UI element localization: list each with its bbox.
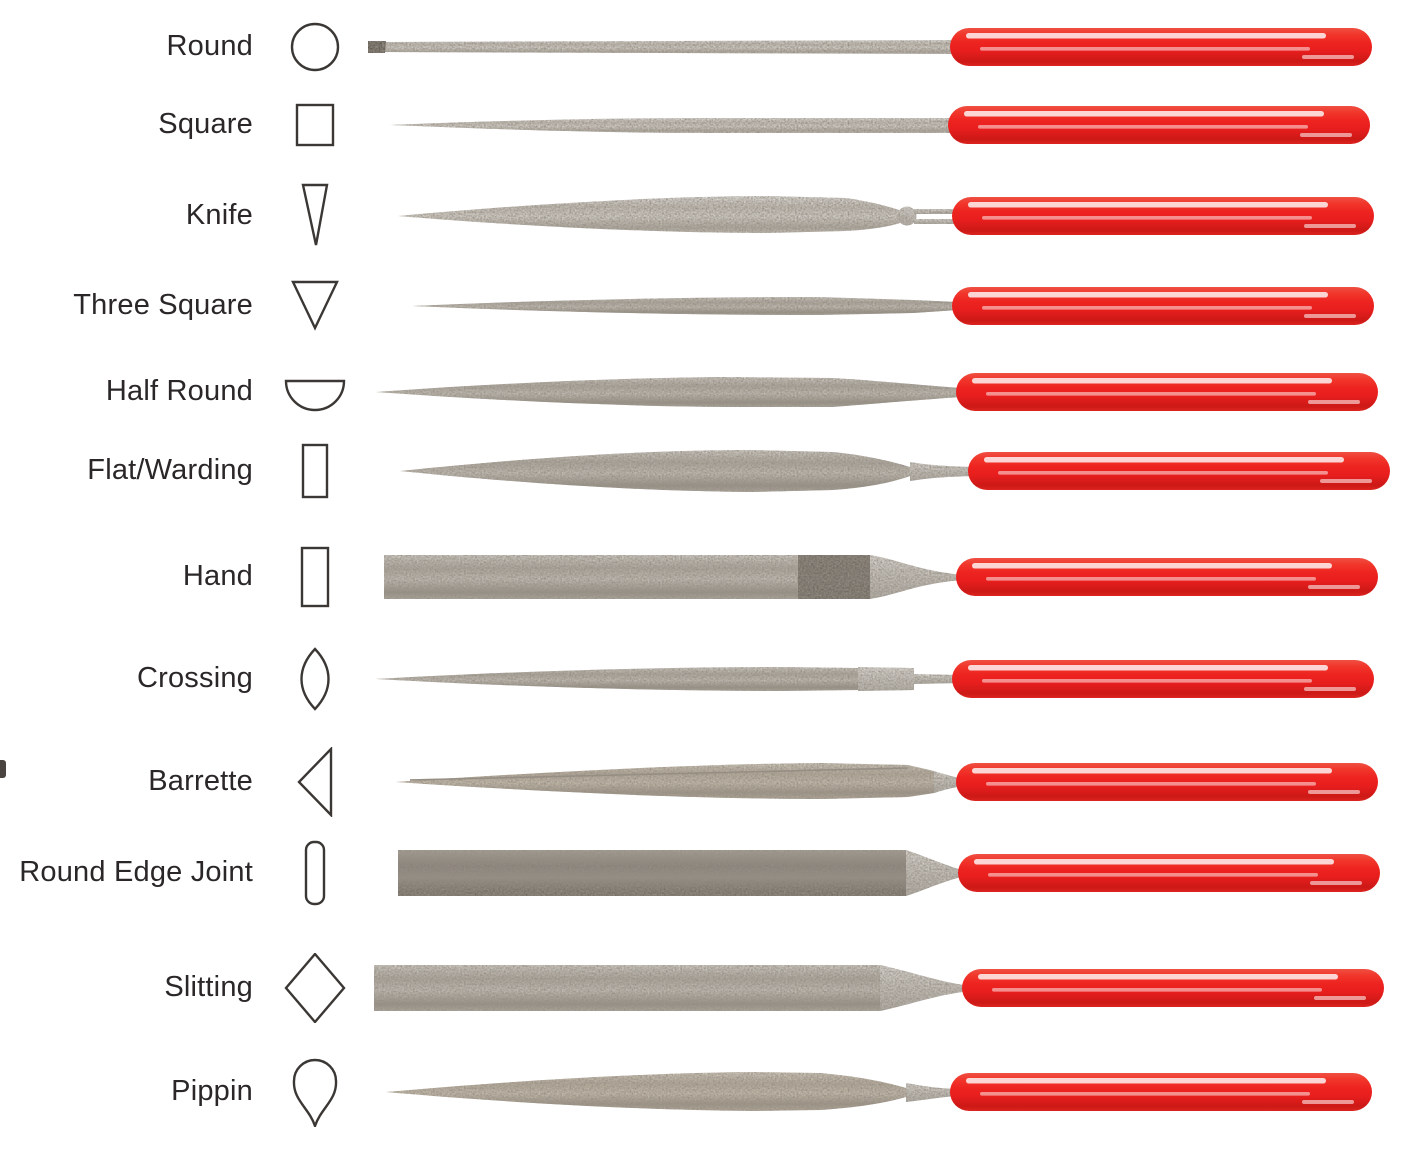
file-row-half-round: Half Round: [0, 355, 1419, 429]
file-handle: [958, 854, 1380, 892]
file-row-knife: Knife: [0, 179, 1419, 253]
cross-section-shape: [300, 546, 330, 608]
file-type-label: Square: [158, 108, 253, 141]
file-type-label: Round: [166, 30, 253, 63]
file-handle: [968, 452, 1390, 490]
needle-file-photo: [368, 269, 1418, 343]
file-type-label: Slitting: [164, 971, 253, 1004]
three-square-cross-section-icon: [278, 269, 352, 343]
file-type-label: Three Square: [73, 289, 253, 322]
needle-file-photo: [368, 355, 1418, 429]
file-row-round: Round: [0, 10, 1419, 84]
file-handle: [952, 287, 1374, 325]
cross-section-shape: [284, 379, 346, 412]
file-blade: [368, 40, 958, 54]
needle-file-graphic: [396, 763, 1378, 801]
file-type-label: Crossing: [136, 662, 253, 695]
file-type-label: Round Edge Joint: [19, 856, 253, 889]
file-blade: [376, 667, 960, 691]
file-handle: [948, 106, 1370, 144]
flat-warding-cross-section-icon: [278, 434, 352, 508]
needle-file-graphic: [368, 28, 1372, 66]
file-blade: [398, 850, 966, 896]
knife-cross-section-icon: [278, 179, 352, 253]
needle-file-graphic: [376, 373, 1378, 411]
needle-file-graphic: [374, 965, 1384, 1011]
needle-file-graphic: [400, 450, 1390, 492]
file-blade: [398, 196, 960, 233]
cross-section-shape: [300, 647, 330, 711]
file-handle: [952, 197, 1374, 235]
file-row-flat-warding: Flat/Warding: [0, 434, 1419, 508]
file-handle: [956, 558, 1378, 596]
cross-section-shape: [295, 103, 335, 147]
cross-section-shape: [292, 1058, 338, 1127]
file-type-label: Half Round: [105, 375, 253, 408]
cross-section-shape: [284, 953, 346, 1023]
barrette-cross-section-icon: [278, 745, 352, 819]
needle-file-graphic: [398, 196, 1374, 235]
cross-section-shape: [301, 183, 329, 246]
needle-file-graphic: [398, 850, 1380, 896]
file-handle: [950, 1073, 1372, 1111]
file-handle: [956, 763, 1378, 801]
needle-file-photo: [368, 836, 1418, 910]
file-type-label: Flat/Warding: [87, 454, 253, 487]
file-blade: [376, 377, 962, 407]
round-cross-section-icon: [278, 10, 352, 84]
needle-file-photo: [368, 540, 1418, 614]
file-row-hand: Hand: [0, 540, 1419, 614]
square-cross-section-icon: [278, 88, 352, 162]
round-edge-joint-cross-section-icon: [278, 836, 352, 910]
needle-file-graphic: [384, 555, 1378, 599]
needle-file-photo: [368, 179, 1418, 253]
file-blade: [384, 555, 962, 599]
needle-file-graphic: [386, 1072, 1372, 1111]
file-blade: [390, 118, 952, 133]
file-handle: [952, 660, 1374, 698]
needle-file-graphic: [376, 660, 1374, 698]
file-row-round-edge-joint: Round Edge Joint: [0, 836, 1419, 910]
file-type-label: Barrette: [148, 765, 253, 798]
file-handle: [950, 28, 1372, 66]
file-blade: [412, 297, 958, 315]
cross-section-shape: [301, 443, 329, 499]
needle-file-photo: [368, 1055, 1418, 1129]
cross-section-shape: [291, 280, 339, 331]
file-type-label: Hand: [182, 560, 253, 593]
half-round-cross-section-icon: [278, 355, 352, 429]
file-handle: [956, 373, 1378, 411]
file-blade: [386, 1072, 956, 1111]
crossing-cross-section-icon: [278, 642, 352, 716]
file-blade: [396, 763, 964, 799]
file-row-square: Square: [0, 88, 1419, 162]
cross-section-shape: [290, 22, 340, 72]
file-blade: [374, 965, 970, 1011]
needle-file-photo: [368, 745, 1418, 819]
needle-file-photo: [368, 951, 1418, 1025]
file-blade: [400, 450, 976, 492]
file-row-pippin: Pippin: [0, 1055, 1419, 1129]
needle-file-photo: [368, 434, 1418, 508]
file-row-three-square: Three Square: [0, 269, 1419, 343]
file-handle: [962, 969, 1384, 1007]
slitting-cross-section-icon: [278, 951, 352, 1025]
file-row-slitting: Slitting: [0, 951, 1419, 1025]
needle-file-photo: [368, 10, 1418, 84]
pippin-cross-section-icon: [278, 1055, 352, 1129]
hand-cross-section-icon: [278, 540, 352, 614]
needle-file-graphic: [412, 287, 1374, 325]
needle-file-graphic: [390, 106, 1370, 144]
needle-file-photo: [368, 642, 1418, 716]
cross-section-shape: [297, 747, 333, 817]
file-row-crossing: Crossing: [0, 642, 1419, 716]
cross-section-shape: [304, 840, 326, 906]
file-type-label: Pippin: [171, 1075, 253, 1108]
file-type-label: Knife: [185, 199, 253, 232]
edge-artifact-mark: [0, 760, 6, 778]
needle-file-photo: [368, 88, 1418, 162]
file-row-barrette: Barrette: [0, 745, 1419, 819]
